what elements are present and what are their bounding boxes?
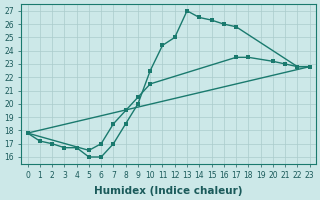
X-axis label: Humidex (Indice chaleur): Humidex (Indice chaleur) bbox=[94, 186, 243, 196]
